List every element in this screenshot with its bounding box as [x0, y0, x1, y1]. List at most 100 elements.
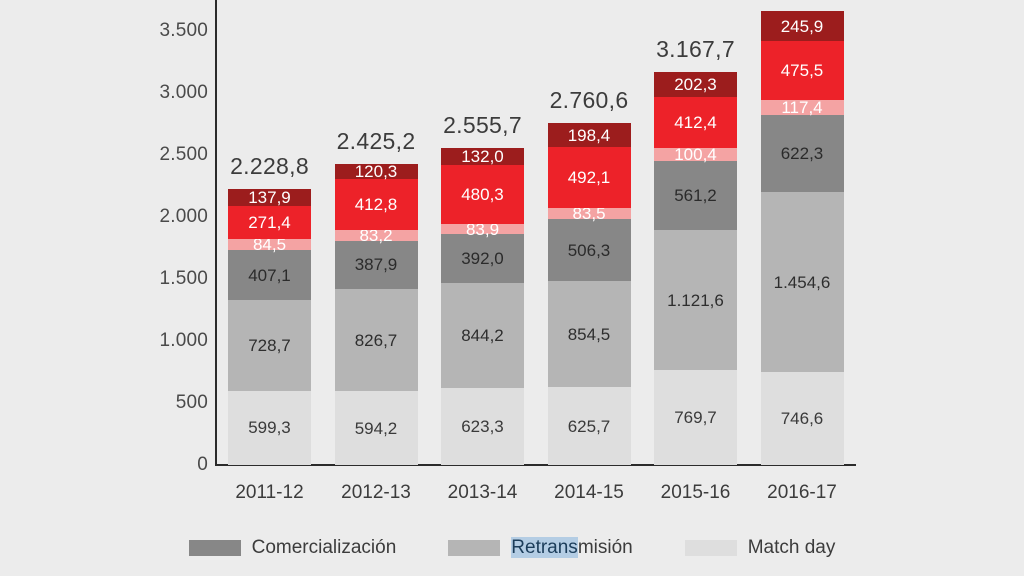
bar-total-2011-12: 2.228,8 — [230, 152, 309, 179]
bar-segment-2015-16-5[interactable]: 412,4 — [654, 97, 737, 149]
bar-segment-2016-17-2[interactable]: 1.454,6 — [760, 192, 844, 373]
bar-total-2014-15: 2.760,6 — [549, 86, 629, 113]
bar-segment-value: 728,7 — [248, 336, 291, 356]
bar-segment-value: 198,4 — [567, 125, 611, 145]
bar-2014-15[interactable]: 625,7 854,5 506,3 83,5 492,1 198,4 — [547, 122, 631, 465]
bar-segment-2013-14-1[interactable]: 623,3 — [441, 387, 524, 465]
bar-2016-17[interactable]: 746,6 1.454,6 622,3 117,4 475,5 245,9 — [760, 10, 844, 465]
y-axis-tick-labels: 0 500 1.000 1.500 2.000 2.500 3.000 3.500 — [148, 0, 208, 576]
bar-segment-2011-12-5[interactable]: 271,4 — [228, 205, 311, 240]
bar-segment-2013-14-5[interactable]: 480,3 — [441, 164, 524, 225]
bar-total-2013-14: 2.555,7 — [443, 112, 522, 139]
bar-segment-2015-16-4[interactable]: 100,4 — [654, 145, 737, 165]
y-axis-tick-6: 3.000 — [159, 82, 208, 103]
legend-item-2[interactable]: Retransmisión — [448, 537, 633, 559]
bar-segment-value: 100,4 — [674, 145, 717, 165]
bar-segment-value: 746,6 — [780, 409, 824, 429]
bar-segment-2016-17-4[interactable]: 117,4 — [760, 98, 844, 118]
legend-swatch-icon — [684, 540, 737, 556]
bar-segment-value: 84,5 — [252, 235, 287, 255]
y-axis-tick-1: 500 — [175, 392, 208, 413]
x-axis-label-2014-15: 2014-15 — [554, 482, 624, 503]
bar-2011-12[interactable]: 599,3 728,7 407,1 84,5 271,4 137,9 — [228, 187, 311, 465]
bar-segment-value: 506,3 — [567, 240, 611, 260]
legend-item-3[interactable]: Match day — [684, 537, 836, 559]
bar-segment-value: 387,9 — [354, 255, 398, 275]
bar-segment-value: 83,2 — [359, 226, 393, 246]
bar-2015-16[interactable]: 769,7 1.121,6 561,2 100,4 412,4 202,3 — [654, 72, 737, 465]
legend-swatch-icon — [188, 540, 241, 556]
bar-segment-value: 854,5 — [567, 324, 611, 344]
bar-segment-value: 769,7 — [674, 407, 717, 427]
bar-segment-value: 492,1 — [567, 168, 611, 188]
x-axis-line — [215, 464, 856, 466]
bar-segment-2015-16-6[interactable]: 202,3 — [654, 72, 737, 98]
bar-segment-2015-16-1[interactable]: 769,7 — [654, 369, 737, 465]
bar-2012-13[interactable]: 594,2 826,7 387,9 83,2 412,8 120,3 — [334, 162, 418, 465]
bar-2013-14[interactable]: 623,3 844,2 392,0 83,9 480,3 132,0 — [441, 148, 524, 465]
legend-item-1[interactable]: Comercialización — [188, 537, 397, 559]
bar-segment-2013-14-4[interactable]: 83,9 — [441, 221, 524, 238]
bar-segment-2015-16-2[interactable]: 1.121,6 — [654, 230, 737, 370]
bar-segment-2014-15-4[interactable]: 83,5 — [547, 205, 631, 222]
x-axis-label-2012-13: 2012-13 — [341, 482, 411, 503]
bar-segment-value: 475,5 — [780, 61, 824, 81]
x-axis-label-2013-14: 2013-14 — [447, 482, 518, 503]
bar-segment-value: 83,9 — [465, 219, 500, 239]
bar-segment-2014-15-6[interactable]: 198,4 — [547, 122, 631, 148]
chart-legend: Comercialización Retransmisión Match day — [0, 537, 1024, 559]
bar-segment-value: 622,3 — [780, 143, 824, 163]
bar-segment-value: 392,0 — [461, 249, 504, 269]
bar-segment-2011-12-6[interactable]: 137,9 — [228, 187, 311, 207]
bar-segment-2011-12-1[interactable]: 599,3 — [228, 390, 311, 465]
bar-segment-2012-13-3[interactable]: 387,9 — [334, 240, 418, 289]
bar-segment-2012-13-6[interactable]: 120,3 — [334, 162, 418, 182]
bar-segment-2011-12-2[interactable]: 728,7 — [228, 300, 311, 391]
bar-total-2015-16: 3.167,7 — [656, 36, 735, 63]
bar-segment-value: 137,9 — [248, 187, 291, 207]
bar-segment-2014-15-1[interactable]: 625,7 — [547, 387, 631, 465]
legend-swatch-icon — [448, 540, 501, 556]
bar-segment-2015-16-3[interactable]: 561,2 — [654, 160, 737, 231]
bar-segment-2012-13-4[interactable]: 83,2 — [334, 227, 418, 244]
bar-segment-value: 561,2 — [674, 186, 717, 206]
legend-label: Comercialización — [251, 537, 397, 558]
bar-segment-2013-14-6[interactable]: 132,0 — [441, 148, 524, 165]
bar-total-2012-13: 2.425,2 — [336, 128, 416, 155]
bar-segment-2012-13-5[interactable]: 412,8 — [334, 179, 418, 231]
bar-segment-2012-13-1[interactable]: 594,2 — [334, 391, 418, 465]
bar-segment-value: 625,7 — [567, 416, 611, 436]
bar-segment-2011-12-3[interactable]: 407,1 — [228, 249, 311, 301]
bar-segment-2011-12-4[interactable]: 84,5 — [228, 236, 311, 253]
bar-segment-2013-14-3[interactable]: 392,0 — [441, 234, 524, 284]
bar-segment-value: 202,3 — [674, 75, 717, 95]
plot-area: 599,3 728,7 407,1 84,5 271,4 137,9 594,2 826,7 3… — [217, 0, 857, 465]
y-axis-line — [215, 0, 217, 466]
bar-segment-value: 120,3 — [354, 162, 398, 182]
bar-segment-value: 599,3 — [248, 418, 291, 438]
bar-segment-value: 117,4 — [781, 98, 823, 118]
bar-segment-2016-17-1[interactable]: 746,6 — [760, 372, 844, 465]
bar-segment-2014-15-2[interactable]: 854,5 — [547, 281, 631, 388]
bar-segment-2012-13-2[interactable]: 826,7 — [334, 288, 418, 392]
bar-segment-value: 480,3 — [461, 184, 504, 204]
bar-segment-2013-14-2[interactable]: 844,2 — [441, 283, 524, 388]
x-axis-label-2011-12: 2011-12 — [235, 482, 304, 503]
bar-segment-2014-15-5[interactable]: 492,1 — [547, 147, 631, 209]
bar-segment-2016-17-6[interactable]: 245,9 — [760, 10, 844, 42]
legend-label: Retransmisión — [511, 537, 633, 559]
legend-label: Match day — [747, 537, 836, 558]
bar-segment-2016-17-5[interactable]: 475,5 — [760, 41, 844, 101]
y-axis-tick-2: 1.000 — [159, 330, 208, 351]
bar-total-2016-17: 3.662,3 — [712, 0, 892, 2]
y-axis-tick-3: 1.500 — [159, 268, 208, 289]
bar-segment-2014-15-3[interactable]: 506,3 — [547, 218, 631, 282]
x-axis-label-2015-16: 2015-16 — [660, 482, 731, 503]
bar-segment-value: 245,9 — [780, 16, 824, 36]
bar-segment-value: 594,2 — [354, 418, 398, 438]
bar-segment-value: 412,8 — [354, 195, 398, 215]
y-axis-tick-7: 3.500 — [159, 20, 208, 41]
bar-segment-2016-17-3[interactable]: 622,3 — [760, 114, 844, 193]
bar-segment-value: 83,5 — [572, 204, 606, 224]
